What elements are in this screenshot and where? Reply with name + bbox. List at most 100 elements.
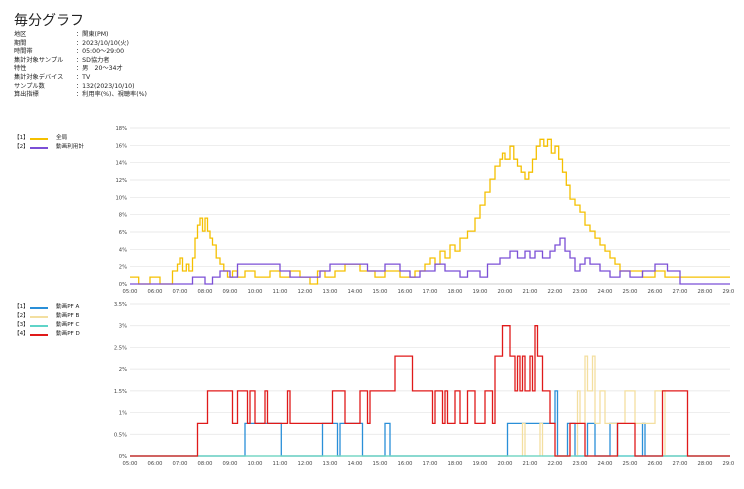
- x-tick-label: 06:00: [148, 289, 163, 295]
- meta-row: 特性 ：男 20～34才: [14, 65, 147, 74]
- x-tick-label: 29:00: [723, 461, 734, 467]
- x-tick-label: 15:00: [373, 461, 388, 467]
- series-line: [130, 237, 730, 285]
- legend-label: 全局: [56, 135, 68, 141]
- x-tick-label: 09:00: [223, 289, 238, 295]
- x-tick-label: 27:00: [673, 461, 688, 467]
- x-tick-label: 26:00: [648, 289, 663, 295]
- legend-index: 【2】: [14, 313, 29, 319]
- legend-index: 【1】: [14, 304, 29, 310]
- x-tick-label: 16:00: [398, 461, 413, 467]
- x-tick-label: 06:00: [148, 461, 163, 467]
- x-tick-label: 17:00: [423, 289, 438, 295]
- meta-key: サンプル数: [14, 82, 45, 90]
- y-tick-label: 16%: [115, 143, 127, 149]
- y-tick-label: 0%: [119, 454, 127, 460]
- legend-swatch: [30, 306, 48, 309]
- legend-swatch: [30, 315, 48, 318]
- series-line: [130, 355, 730, 457]
- y-tick-label: 14%: [115, 161, 127, 167]
- legend-label: 動画利用計: [56, 144, 84, 150]
- series-line: [130, 325, 730, 457]
- x-tick-label: 27:00: [673, 289, 688, 295]
- meta-row: サンプル数 ：132(2023/10/10): [14, 83, 147, 92]
- x-tick-label: 08:00: [198, 289, 213, 295]
- meta-value: ：2023/10/10(火): [76, 39, 129, 47]
- x-tick-label: 05:00: [123, 461, 138, 467]
- meta-value: ：男 20～34才: [76, 65, 123, 73]
- conditions-table: 地区 ：関東(PM) 期間 ：2023/10/10(火) 時間帯 ：05:00～29:00…: [14, 31, 147, 100]
- legend-item: 【1】 全局: [14, 134, 84, 143]
- x-tick-label: 19:00: [473, 289, 488, 295]
- x-tick-label: 21:00: [523, 289, 538, 295]
- y-tick-label: 4%: [119, 247, 127, 253]
- x-tick-label: 18:00: [448, 461, 463, 467]
- meta-value: ：05:00～29:00: [76, 48, 125, 56]
- y-tick-label: 1.5%: [114, 389, 127, 395]
- x-tick-label: 13:00: [323, 289, 338, 295]
- meta-key: 特性: [14, 65, 27, 73]
- y-tick-label: 10%: [115, 195, 127, 201]
- x-tick-label: 23:00: [573, 289, 588, 295]
- x-tick-label: 09:00: [223, 461, 238, 467]
- x-tick-label: 22:00: [548, 461, 563, 467]
- y-tick-label: 0%: [119, 282, 127, 288]
- x-tick-label: 29:00: [723, 289, 734, 295]
- y-tick-label: 18%: [115, 126, 127, 132]
- legend-swatch: [30, 146, 48, 149]
- meta-key: 集計対象サンプル: [14, 56, 64, 64]
- y-tick-label: 0.5%: [114, 432, 127, 438]
- legend-index: 【2】: [14, 144, 29, 150]
- chart-usage-rate: 0% 2% 4% 6% 8% 10% 12% 14% 16% 18% 05:00 06:00 07:00…: [115, 126, 734, 295]
- y-tick-label: 8%: [119, 213, 127, 219]
- legend-label: 動画PF D: [56, 331, 80, 337]
- x-tick-label: 10:00: [248, 461, 263, 467]
- y-tick-label: 6%: [119, 230, 127, 236]
- meta-row: 集計対象サンプル ：SD協力者: [14, 57, 147, 66]
- x-tick-label: 07:00: [173, 289, 188, 295]
- x-tick-label: 25:00: [623, 461, 638, 467]
- legend-label: 動画PF B: [56, 313, 80, 319]
- x-tick-label: 15:00: [373, 289, 388, 295]
- meta-value: ：TV: [76, 73, 91, 81]
- meta-row: 時間帯 ：05:00～29:00: [14, 48, 147, 57]
- page-title: 毎分グラフ: [14, 13, 84, 29]
- x-tick-label: 19:00: [473, 461, 488, 467]
- x-tick-label: 24:00: [598, 461, 613, 467]
- x-tick-label: 21:00: [523, 461, 538, 467]
- legend-item: 【2】 動画PF B: [14, 312, 80, 321]
- legend-label: 動画PF A: [56, 304, 80, 310]
- legend-item: 【3】 動画PF C: [14, 321, 80, 330]
- x-tick-label: 12:00: [298, 289, 313, 295]
- legend-item: 【1】 動画PF A: [14, 303, 80, 312]
- legend-bottom: 【1】 動画PF A 【2】 動画PF B 【3】 動画PF C 【4】 動画PF D: [14, 303, 80, 339]
- meta-row: 地区 ：関東(PM): [14, 31, 147, 40]
- legend-label: 動画PF C: [56, 322, 80, 328]
- y-tick-label: 12%: [115, 178, 127, 184]
- x-tick-label: 10:00: [248, 289, 263, 295]
- meta-key: 算出指標: [14, 91, 39, 99]
- y-tick-label: 2%: [119, 265, 127, 271]
- x-tick-label: 18:00: [448, 289, 463, 295]
- meta-value: ：利用率(%)、視聴率(%): [76, 91, 147, 99]
- legend-swatch: [30, 333, 48, 336]
- x-tick-label: 20:00: [498, 289, 513, 295]
- x-tick-label: 14:00: [348, 461, 363, 467]
- y-tick-label: 2%: [119, 367, 127, 373]
- x-tick-label: 05:00: [123, 289, 138, 295]
- x-tick-label: 24:00: [598, 289, 613, 295]
- meta-row: 期間 ：2023/10/10(火): [14, 40, 147, 49]
- y-tick-label: 2.5%: [114, 345, 127, 351]
- legend-item: 【4】 動画PF D: [14, 330, 80, 339]
- x-tick-label: 11:00: [273, 289, 288, 295]
- y-tick-label: 3%: [119, 324, 127, 330]
- x-tick-label: 12:00: [298, 461, 313, 467]
- meta-key: 地区: [14, 31, 27, 38]
- legend-index: 【4】: [14, 331, 29, 337]
- legend-swatch: [30, 137, 48, 140]
- meta-key: 期間: [14, 39, 27, 47]
- x-tick-label: 16:00: [398, 289, 413, 295]
- meta-row: 集計対象デバイス ：TV: [14, 74, 147, 83]
- x-tick-label: 26:00: [648, 461, 663, 467]
- x-tick-label: 17:00: [423, 461, 438, 467]
